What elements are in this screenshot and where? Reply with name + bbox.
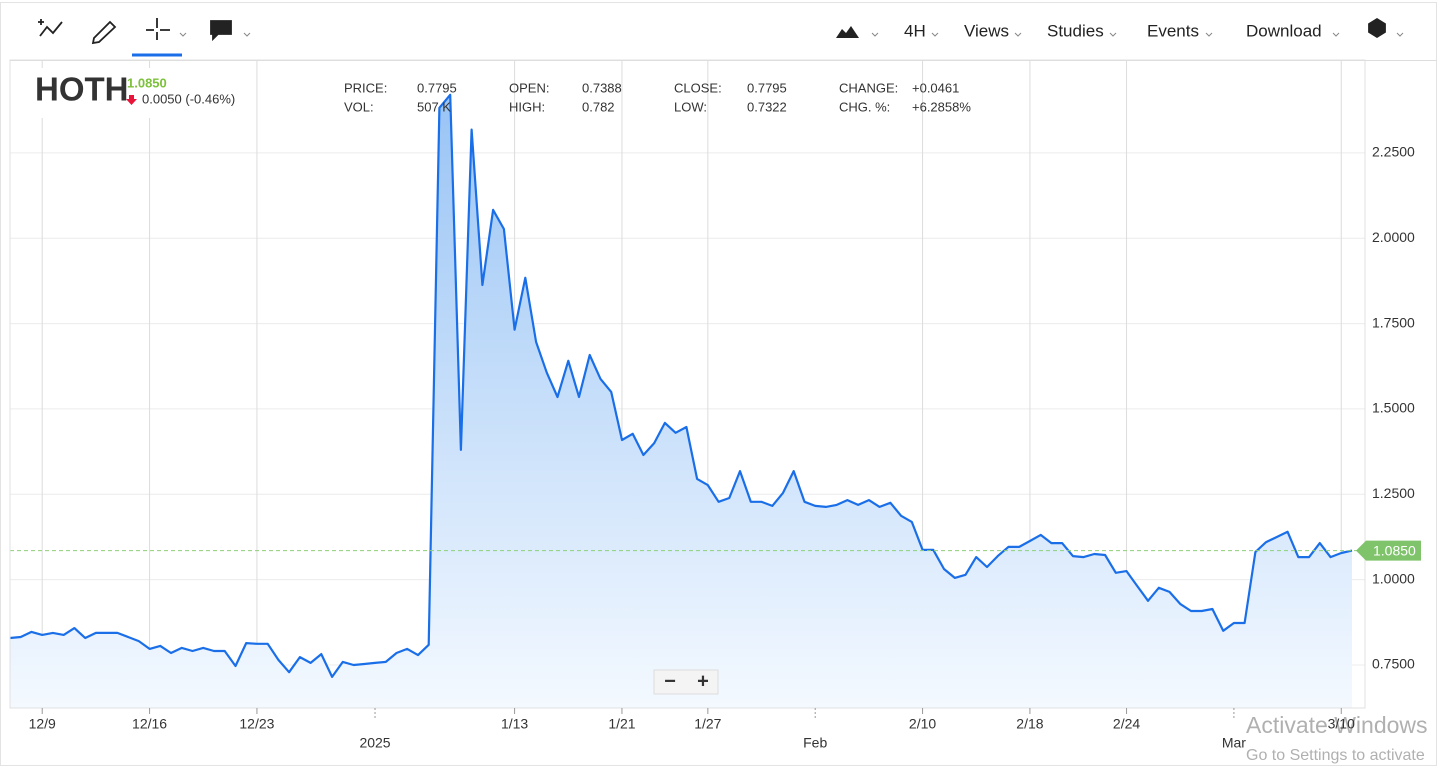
- info-label: OPEN:: [509, 80, 549, 95]
- menu[interactable]: Download: [1246, 21, 1322, 40]
- chart-type-icon[interactable]: [836, 26, 859, 38]
- crosshair-icon[interactable]: [146, 18, 170, 40]
- info-value: 0.782: [582, 99, 615, 114]
- info-label: CHG. %:: [839, 99, 890, 114]
- info-panel: PRICE: 0.7795 VOL: 507 K OPEN: 0.7388 HIGH: 0.7…: [344, 80, 971, 114]
- watermark: Activate Windows: [1246, 712, 1428, 738]
- info-value: +0.0461: [912, 80, 959, 95]
- y-tick-label: 1.5000: [1372, 400, 1415, 416]
- menu[interactable]: Events: [1147, 21, 1199, 40]
- zoom-control: [653, 669, 719, 695]
- pencil-icon[interactable]: [91, 20, 117, 45]
- last-price-tag: [1356, 540, 1421, 561]
- x-tick-label: Feb: [803, 735, 827, 751]
- change: 0.0050 (-0.46%): [142, 91, 235, 106]
- info-value: 0.7795: [747, 80, 787, 95]
- y-tick-label: 1.0000: [1372, 570, 1415, 586]
- x-tick-label: 12/9: [29, 716, 56, 732]
- info-label: HIGH:: [509, 99, 545, 114]
- x-tick-label: 1/27: [694, 716, 721, 732]
- zoom-in[interactable]: +: [697, 670, 709, 692]
- plot: [9, 60, 1365, 709]
- y-tick-label: 0.7500: [1372, 656, 1415, 672]
- info-value: +6.2858%: [912, 99, 971, 114]
- x-tick-label: 2/10: [909, 716, 936, 732]
- dropdown-chevrons: [179, 32, 1404, 37]
- toolbar-icons[interactable]: [38, 17, 1386, 45]
- x-tick-label: 2/24: [1113, 716, 1140, 732]
- menu[interactable]: Views: [964, 21, 1009, 40]
- zoom-out[interactable]: −: [664, 670, 676, 692]
- watermark: Go to Settings to activate: [1246, 747, 1425, 764]
- line: [9, 93, 1353, 678]
- trend-icon[interactable]: [39, 21, 63, 37]
- x-tick-label: 2/18: [1016, 716, 1043, 732]
- x-tick-label: 12/16: [132, 716, 167, 732]
- settings-icon[interactable]: [1368, 17, 1386, 39]
- comment-icon[interactable]: [210, 20, 232, 42]
- last-price: 1.0850: [127, 75, 167, 90]
- x-tick-label: 2025: [359, 735, 390, 751]
- info-label: LOW:: [674, 99, 707, 114]
- x-tick-label: 12/23: [239, 716, 274, 732]
- y-tick-label: 1.7500: [1372, 314, 1415, 330]
- x-tick-label: 1/21: [608, 716, 635, 732]
- info-value: 0.7795: [417, 80, 457, 95]
- plot-border: [9, 59, 1366, 709]
- x-tick-label: Mar: [1222, 735, 1246, 751]
- menu[interactable]: Studies: [1047, 21, 1104, 40]
- trend-plus[interactable]: [38, 19, 44, 25]
- last-price-label: 1.0850: [1373, 542, 1416, 558]
- interval-menu[interactable]: 4H: [904, 21, 926, 40]
- info-label: CHANGE:: [839, 80, 898, 95]
- y-tick-label: 2.0000: [1372, 229, 1415, 245]
- info-value: 0.7322: [747, 99, 787, 114]
- down-arrow: [126, 95, 137, 105]
- area: [10, 94, 1352, 709]
- header-bg: [18, 68, 244, 118]
- info-label: VOL:: [344, 99, 374, 114]
- info-label: PRICE:: [344, 80, 387, 95]
- x-tick-label: 3/10: [1328, 716, 1355, 732]
- y-tick-label: 2.2500: [1372, 144, 1415, 160]
- symbol: HOTH: [35, 71, 129, 108]
- info-value: 0.7388: [582, 80, 622, 95]
- y-tick-label: 1.2500: [1372, 485, 1415, 501]
- info-label: CLOSE:: [674, 80, 722, 95]
- info-value: 507 K: [417, 99, 451, 114]
- x-tick-label: 1/13: [501, 716, 528, 732]
